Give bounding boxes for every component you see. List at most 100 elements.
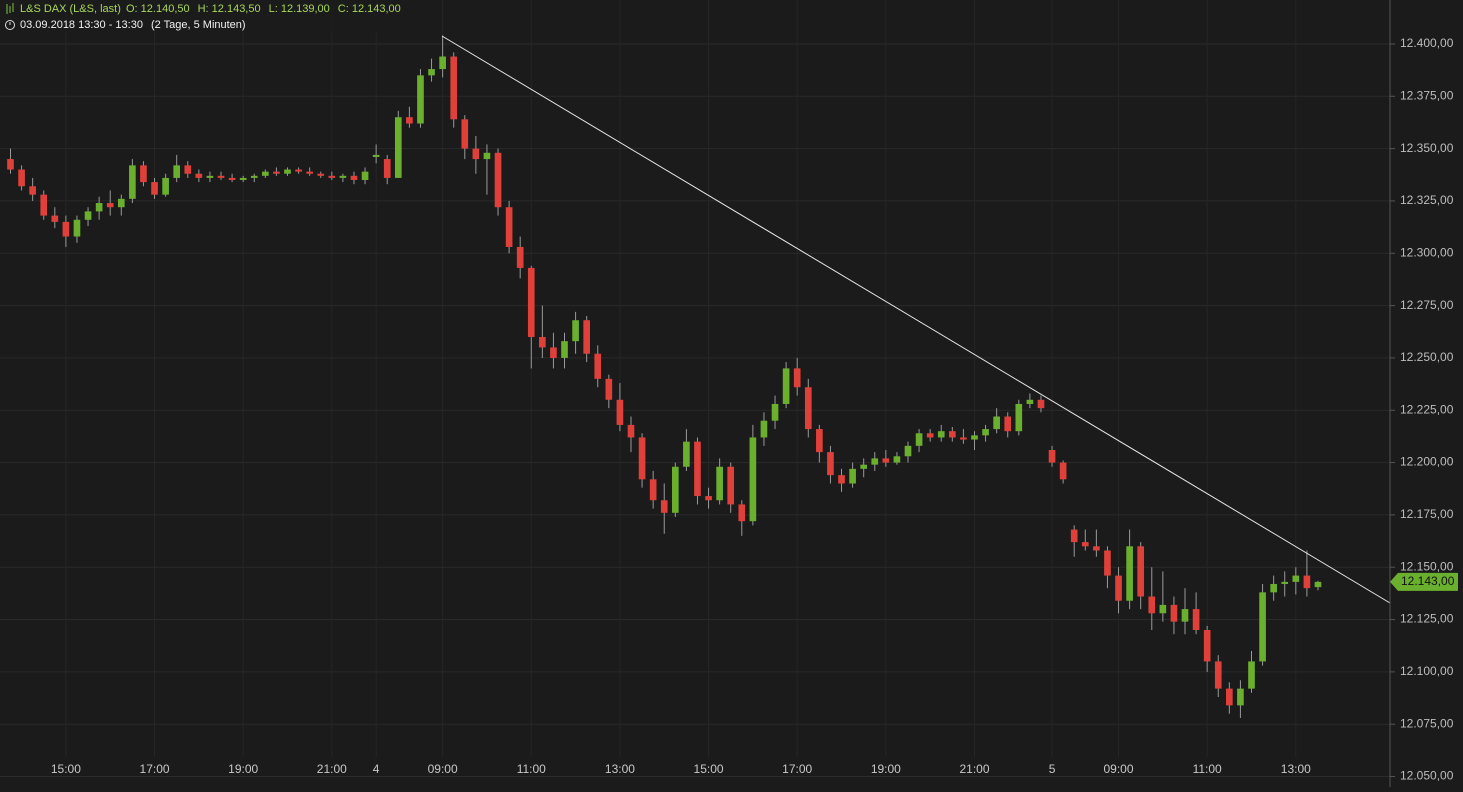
candle-body xyxy=(1270,583,1277,593)
instrument-title: L&S DAX (L&S, last) xyxy=(20,3,121,15)
candle-body xyxy=(926,433,934,438)
candle-body xyxy=(550,347,557,358)
candle-body xyxy=(51,215,59,222)
candle-body xyxy=(1303,575,1311,589)
candle-body xyxy=(350,175,358,181)
candle-body xyxy=(461,119,469,149)
candle-body xyxy=(84,211,92,220)
candle-body xyxy=(849,468,856,484)
y-tick-label: 12.250,00 xyxy=(1400,350,1454,364)
candle-body xyxy=(1192,609,1200,631)
candle-body xyxy=(1137,546,1145,597)
candle-body xyxy=(1292,575,1300,582)
candle-body xyxy=(1093,546,1100,551)
candle-body xyxy=(671,466,679,513)
candle-body xyxy=(1048,450,1056,463)
y-tick-label: 12.100,00 xyxy=(1400,664,1454,678)
y-tick-label: 12.200,00 xyxy=(1400,455,1454,469)
candle-body xyxy=(417,75,424,124)
candle-body xyxy=(295,169,302,172)
candle-body xyxy=(516,246,524,268)
candle-body xyxy=(971,435,978,440)
candle-body xyxy=(660,500,668,513)
candle-body xyxy=(827,452,834,476)
y-tick-label: 12.325,00 xyxy=(1400,193,1454,207)
candle-body xyxy=(1181,609,1189,622)
candle-body xyxy=(1104,550,1111,576)
date-range: 03.09.2018 13:30 - 13:30 xyxy=(20,19,143,31)
candle-body xyxy=(1059,462,1067,480)
x-tick-label: 09:00 xyxy=(428,762,458,776)
candle-body xyxy=(184,165,192,174)
y-tick-label: 12.400,00 xyxy=(1400,36,1454,50)
candle-body xyxy=(140,165,147,183)
candle-body xyxy=(40,194,48,216)
y-tick-label: 12.075,00 xyxy=(1400,716,1454,730)
candle-body xyxy=(406,117,413,124)
candle-body xyxy=(483,152,491,160)
candle-body xyxy=(239,177,247,181)
y-tick-label: 12.050,00 xyxy=(1400,769,1454,783)
x-tick-label: 15:00 xyxy=(694,762,724,776)
candle-body xyxy=(162,177,169,195)
candle-body xyxy=(727,466,735,505)
candle-body xyxy=(73,219,81,237)
candle-body xyxy=(361,171,369,181)
candle-body xyxy=(904,445,912,457)
candle-body xyxy=(250,175,258,178)
candle-body xyxy=(284,169,291,174)
candle-body xyxy=(1026,399,1034,404)
candle-body xyxy=(195,173,203,178)
candle-body xyxy=(1159,604,1167,614)
candle-body xyxy=(1070,529,1078,543)
candles xyxy=(7,35,1322,718)
candle-body xyxy=(771,403,779,421)
chart-icon xyxy=(6,3,14,14)
candle-body xyxy=(1203,630,1211,662)
candle-body xyxy=(117,198,125,208)
candle-body xyxy=(749,437,757,522)
candle-body xyxy=(1237,688,1244,706)
candle-body xyxy=(605,378,613,400)
candle-body xyxy=(1126,546,1133,601)
candle-body xyxy=(539,336,546,348)
x-tick-label: 4 xyxy=(373,762,380,776)
x-tick-label: 19:00 xyxy=(228,762,258,776)
candle-body xyxy=(1214,661,1222,689)
candle-body xyxy=(328,175,336,178)
candle-body xyxy=(1081,542,1089,547)
candle-body xyxy=(1170,604,1178,622)
y-tick-label: 12.175,00 xyxy=(1400,507,1454,521)
ohlc-label: O: 12.140,50 xyxy=(126,3,190,15)
candle-body xyxy=(982,429,989,436)
candle-body xyxy=(949,431,956,438)
x-tick-label: 11:00 xyxy=(1193,762,1222,776)
candle-body xyxy=(561,341,568,358)
candle-body xyxy=(1226,688,1233,706)
last-price-tag xyxy=(1390,572,1458,591)
candle-body xyxy=(638,437,646,480)
y-tick-label: 12.125,00 xyxy=(1400,612,1454,626)
candle-body xyxy=(915,433,923,446)
candle-body xyxy=(871,458,879,465)
y-tick-label: 12.300,00 xyxy=(1400,245,1454,259)
candle-body xyxy=(394,117,402,178)
x-tick-label: 11:00 xyxy=(517,762,546,776)
candle-body xyxy=(206,175,214,178)
y-tick-label: 12.225,00 xyxy=(1400,402,1454,416)
candle-body xyxy=(694,441,701,497)
candle-body xyxy=(1004,416,1012,432)
candle-body xyxy=(1281,581,1289,584)
candle-body xyxy=(1037,399,1045,409)
candle-body xyxy=(472,148,480,160)
x-tick-label: 21:00 xyxy=(959,762,989,776)
trend-line[interactable] xyxy=(441,35,1391,604)
clock-icon xyxy=(5,20,15,30)
ohlc-header: O: 12.140,50 H: 12.143,50 L: 12.139,00 C: 1… xyxy=(126,3,401,15)
candle-body xyxy=(893,456,901,463)
candle-body xyxy=(317,173,325,176)
candle-body xyxy=(18,169,25,187)
period: (2 Tage, 5 Minuten) xyxy=(151,19,246,31)
